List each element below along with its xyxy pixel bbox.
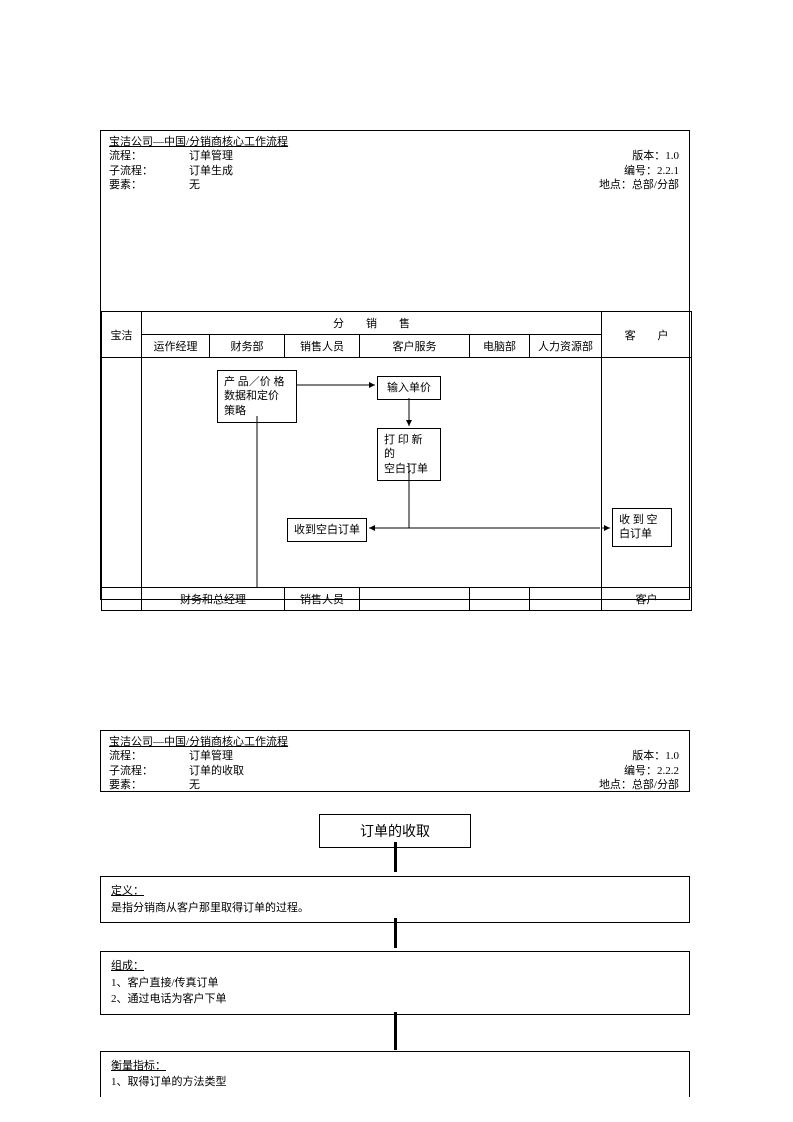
foot-1: 财务和总经理 <box>142 588 285 611</box>
p1-r0-val: 订单管理 <box>189 149 233 163</box>
def-body: 是指分销商从客户那里取得订单的过程。 <box>111 900 679 917</box>
vconn-1 <box>394 842 397 872</box>
lane-body-customer: 收 到 空 白订单 <box>602 358 692 588</box>
node-pricing: 产 品／价 格 数据和定价 策略 <box>217 370 297 423</box>
p2-r2-val: 无 <box>189 778 200 792</box>
p1-r2-val: 无 <box>189 178 200 192</box>
foot-0 <box>102 588 142 611</box>
p2-r1-right: 编号：2.2.2 <box>624 764 679 778</box>
panel2-header: 宝洁公司—中国/分销商核心工作流程 流程：订单管理 版本：1.0 子流程：订单的收… <box>101 731 689 796</box>
node-print-blank-text: 打 印 新 的 空白订单 <box>384 434 428 475</box>
panel1-title: 宝洁公司—中国/分销商核心工作流程 <box>109 135 681 149</box>
panel2-title: 宝洁公司—中国/分销商核心工作流程 <box>109 735 681 749</box>
p1-r1-right: 编号：2.2.1 <box>624 164 679 178</box>
panel2-metric: 衡量指标： 1、取得订单的方法类型 <box>100 1051 690 1097</box>
swim-rightcol: 客 户 <box>602 312 692 358</box>
swim-leftcol: 宝洁 <box>102 312 142 358</box>
swimlane-wrap: 宝洁 分 销 售 客 户 运作经理 财务部 销售人员 客户服务 电脑部 人力资源… <box>101 311 689 611</box>
comp-item-0: 1、客户直接/传真订单 <box>111 975 679 992</box>
p1-r1-label: 子流程： <box>109 164 189 178</box>
p1-r2-label: 要素： <box>109 178 189 192</box>
node-customer-receive: 收 到 空 白订单 <box>612 508 672 547</box>
metric-item-0: 1、取得订单的方法类型 <box>111 1074 679 1091</box>
panel2-header-box: 宝洁公司—中国/分销商核心工作流程 流程：订单管理 版本：1.0 子流程：订单的收… <box>100 730 690 792</box>
node-receive-blank-sales: 收到空白订单 <box>287 518 367 542</box>
swimlane-arrows <box>142 358 602 588</box>
p1-r0-right: 版本：1.0 <box>632 149 679 163</box>
p2-r0-val: 订单管理 <box>189 749 233 763</box>
lane-0: 运作经理 <box>142 335 210 358</box>
node-receive-blank-sales-text: 收到空白订单 <box>294 524 360 536</box>
metric-heading: 衡量指标： <box>111 1058 679 1075</box>
swim-group: 分 销 售 <box>142 312 602 335</box>
foot-3 <box>360 588 470 611</box>
p2-r2-label: 要素： <box>109 778 189 792</box>
comp-item-1: 2、通过电话为客户下单 <box>111 991 679 1008</box>
lane-1: 财务部 <box>210 335 285 358</box>
lane-body-pg <box>102 358 142 588</box>
lane-4: 电脑部 <box>470 335 530 358</box>
lane-3: 客户服务 <box>360 335 470 358</box>
p2-r1-label: 子流程： <box>109 764 189 778</box>
p1-r2-right: 地点：总部/分部 <box>599 178 679 192</box>
comp-heading: 组成： <box>111 958 679 975</box>
vconn-2 <box>394 918 397 948</box>
p1-r0-label: 流程： <box>109 149 189 163</box>
p2-r0-label: 流程： <box>109 749 189 763</box>
lane-body-main: 产 品／价 格 数据和定价 策略 输入单价 打 印 新 的 空白订单 收到空白订… <box>142 358 602 588</box>
swimlane-table: 宝洁 分 销 售 客 户 运作经理 财务部 销售人员 客户服务 电脑部 人力资源… <box>101 311 692 611</box>
foot-6: 客户 <box>602 588 692 611</box>
panel2-definition: 定义： 是指分销商从客户那里取得订单的过程。 <box>100 876 690 923</box>
foot-2: 销售人员 <box>285 588 360 611</box>
vconn-3 <box>394 1012 397 1050</box>
p2-r2-right: 地点：总部/分部 <box>599 778 679 792</box>
lane-5: 人力资源部 <box>530 335 602 358</box>
node-pricing-text: 产 品／价 格 数据和定价 策略 <box>224 376 285 417</box>
panel-flowchart-1: 宝洁公司—中国/分销商核心工作流程 流程：订单管理 版本：1.0 子流程：订单生成… <box>100 130 690 600</box>
def-heading: 定义： <box>111 883 679 900</box>
customer-arrow <box>602 358 692 588</box>
p1-r1-val: 订单生成 <box>189 164 233 178</box>
panel2-composition: 组成： 1、客户直接/传真订单 2、通过电话为客户下单 <box>100 951 690 1015</box>
node-input-price-text: 输入单价 <box>387 382 431 394</box>
p2-r1-val: 订单的收取 <box>189 764 244 778</box>
panel1-header: 宝洁公司—中国/分销商核心工作流程 流程：订单管理 版本：1.0 子流程：订单生成… <box>101 131 689 196</box>
node-customer-receive-text: 收 到 空 白订单 <box>619 514 658 540</box>
node-print-blank: 打 印 新 的 空白订单 <box>377 428 441 481</box>
p2-r0-right: 版本：1.0 <box>632 749 679 763</box>
lane-2: 销售人员 <box>285 335 360 358</box>
foot-4 <box>470 588 530 611</box>
panel-flow-2: 宝洁公司—中国/分销商核心工作流程 流程：订单管理 版本：1.0 子流程：订单的收… <box>100 730 690 1097</box>
node-input-price: 输入单价 <box>377 376 441 400</box>
foot-5 <box>530 588 602 611</box>
